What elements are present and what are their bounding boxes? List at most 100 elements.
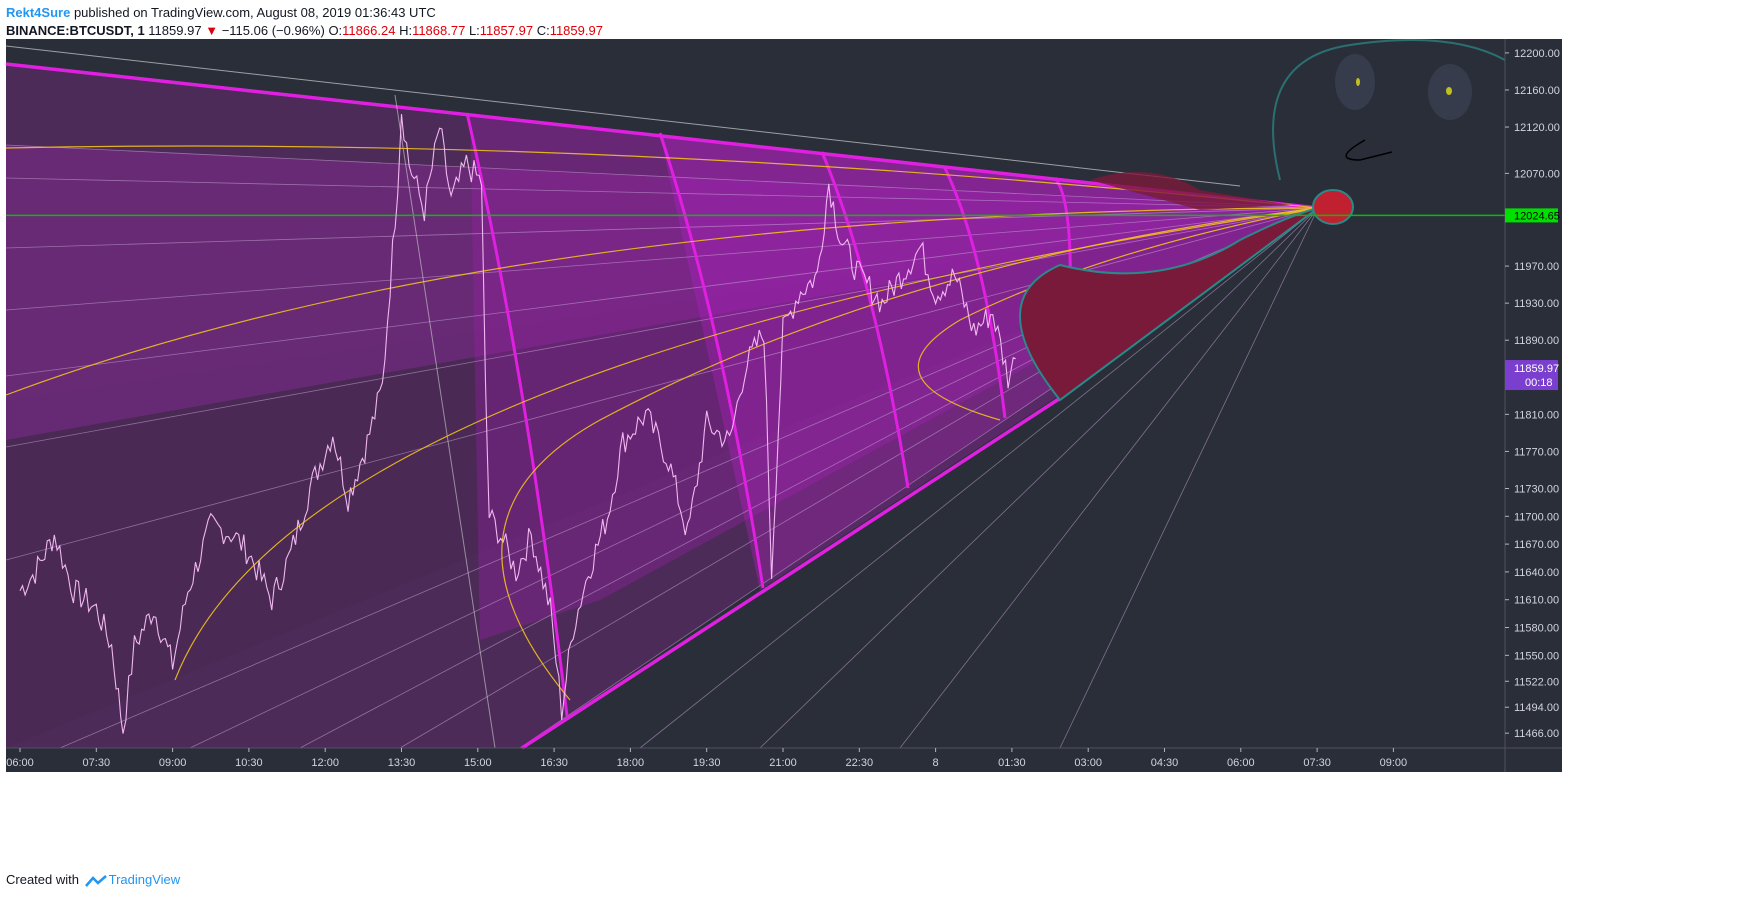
price-tick-label: 11670.00	[1514, 539, 1559, 551]
time-arc	[658, 132, 765, 589]
red-shape-upper	[1090, 172, 1290, 210]
level-price-label: 12024.65	[1514, 210, 1560, 222]
red-mouth-shape	[1312, 189, 1354, 225]
time-tick-label: 8	[933, 757, 939, 769]
tradingview-link[interactable]: TradingView	[108, 872, 181, 887]
chart-footer: Created with TradingView	[6, 872, 180, 887]
last-value: 11859.97	[148, 23, 202, 38]
price-axis[interactable]: 12200.00 12160.00 12120.00 12070.00 11970.00…	[1504, 39, 1562, 772]
time-tick-label: 12:00	[311, 757, 339, 769]
fan-band-inner	[660, 135, 1318, 590]
price-tick-label: 11640.00	[1514, 567, 1559, 579]
fibonacci-arc	[5, 145, 1319, 209]
price-tick-label: 11466.00	[1514, 728, 1559, 740]
time-tick-label: 21:00	[769, 757, 797, 769]
price-tick-label: 11610.00	[1514, 595, 1559, 607]
open-label: O:	[328, 23, 343, 38]
time-tick-label: 04:30	[1151, 757, 1179, 769]
vertical-trend-line	[394, 94, 496, 749]
fan-ray	[1059, 207, 1319, 749]
time-tick-label: 01:30	[998, 757, 1026, 769]
close-value: 11859.97	[549, 23, 603, 38]
price-tick-label: 11580.00	[1514, 623, 1559, 635]
time-tick-label: 13:30	[388, 757, 416, 769]
time-tick-label: 10:30	[235, 757, 263, 769]
low-label: L:	[468, 23, 480, 38]
open-value: 11866.24	[342, 23, 396, 38]
chart-header: Rekt4Sure published on TradingView.com, …	[6, 4, 603, 40]
price-tick-label: 11730.00	[1514, 483, 1559, 495]
time-arc	[465, 112, 569, 717]
fibonacci-arc	[917, 207, 1319, 421]
time-tick-label: 22:30	[846, 757, 874, 769]
time-axis[interactable]: 06:00 07:30 09:00 10:30 12:00 13:30 15:00 16:30…	[6, 747, 1562, 769]
time-tick-label: 06:00	[6, 757, 34, 769]
fan-ray	[759, 207, 1319, 749]
price-tick-label: 11930.00	[1514, 298, 1559, 310]
price-tick-label: 11700.00	[1514, 511, 1559, 523]
price-tick-label: 12120.00	[1514, 122, 1560, 134]
published-text: published on TradingView.com, August 08,…	[73, 5, 436, 20]
time-tick-label: 06:00	[1227, 757, 1255, 769]
face-mouth	[1345, 139, 1393, 161]
fan-band-mid	[470, 113, 1318, 640]
fan-ray	[5, 144, 1319, 209]
face-pupil-left	[1356, 78, 1360, 86]
fan-ray	[5, 207, 1319, 311]
fibonacci-arc	[501, 207, 1319, 701]
price-tick-label: 11810.00	[1514, 409, 1559, 421]
tradingview-logo-icon	[84, 874, 107, 887]
fan-ray	[5, 177, 1319, 209]
change-value: −115.06 (−0.96%)	[221, 23, 325, 38]
time-tick-label: 09:00	[1380, 757, 1408, 769]
time-arc	[820, 151, 910, 489]
time-tick-label: 07:30	[1303, 757, 1331, 769]
price-series	[19, 113, 1016, 734]
face-pupil-right	[1446, 87, 1452, 95]
red-shape-lower	[1019, 207, 1319, 402]
fan-band-upper	[6, 145, 1318, 440]
time-tick-label: 18:00	[617, 757, 645, 769]
high-label: H:	[399, 23, 413, 38]
time-tick-label: 09:00	[159, 757, 187, 769]
fan-ray	[5, 207, 1319, 448]
created-with-text: Created with	[6, 872, 79, 887]
price-tick-label: 11890.00	[1514, 335, 1559, 347]
time-tick-label: 16:30	[540, 757, 568, 769]
last-price-tag	[1505, 360, 1558, 391]
trend-line-upper	[5, 45, 1241, 187]
time-tick-label: 15:00	[464, 757, 492, 769]
price-line	[19, 113, 1016, 734]
last-price-label: 11859.97	[1514, 363, 1559, 375]
fibonacci-arc	[174, 207, 1319, 681]
time-tick-label: 03:00	[1074, 757, 1102, 769]
drawings-layer	[5, 39, 1506, 750]
symbol-label: BINANCE:BTCUSDT, 1	[6, 23, 145, 38]
author-name[interactable]: Rekt4Sure	[6, 5, 71, 20]
fibonacci-arc	[5, 207, 1319, 396]
price-tick-label: 12200.00	[1514, 48, 1560, 60]
high-value: 11868.77	[412, 23, 466, 38]
price-axis-background	[1505, 39, 1562, 772]
price-tick-label: 11550.00	[1514, 650, 1559, 662]
down-arrow-icon: ▼	[205, 23, 219, 38]
level-price-tag	[1505, 208, 1558, 223]
price-tick-label: 12160.00	[1514, 85, 1560, 97]
fan-ray	[5, 207, 1319, 377]
fan-ray	[639, 207, 1319, 749]
price-tick-label: 11522.00	[1514, 676, 1559, 688]
face-eye-left	[1335, 54, 1375, 110]
close-label: C:	[536, 23, 550, 38]
bar-countdown-label: 00:18	[1525, 377, 1553, 389]
fan-ray	[5, 207, 1319, 561]
time-tick-label: 07:30	[83, 757, 111, 769]
fan-edge-lower	[521, 393, 1066, 750]
price-tick-label: 11770.00	[1514, 446, 1559, 458]
low-value: 11857.97	[479, 23, 534, 38]
fan-fill	[6, 64, 1318, 748]
face-outline	[1272, 39, 1506, 181]
price-tick-label: 11970.00	[1514, 261, 1559, 273]
time-tick-label: 19:30	[693, 757, 721, 769]
price-tick-label: 11494.00	[1514, 702, 1559, 714]
